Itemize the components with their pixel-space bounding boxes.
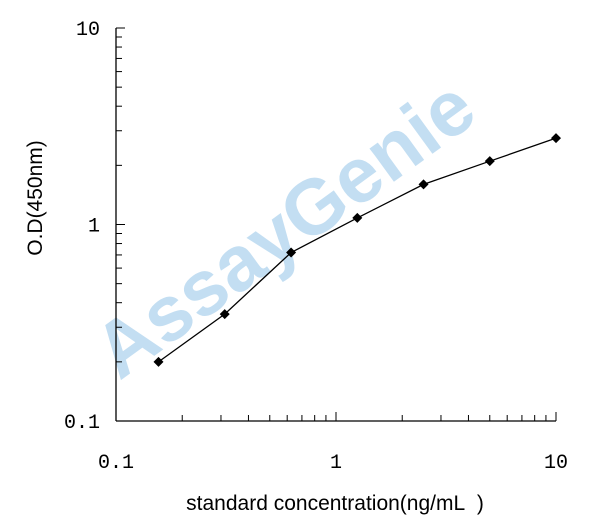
y-tick-label: 1 bbox=[88, 216, 100, 239]
data-point bbox=[418, 179, 429, 190]
data-point bbox=[219, 309, 230, 320]
watermark-text: AssayGenie bbox=[78, 61, 491, 395]
data-point bbox=[551, 133, 561, 144]
x-tick-label: 10 bbox=[544, 452, 568, 475]
data-point bbox=[484, 156, 495, 167]
x-axis-title: standard concentration(ng/mL ) bbox=[186, 492, 484, 515]
y-tick-label: 0.1 bbox=[64, 412, 100, 435]
y-axis-title: O.D(450nm) bbox=[24, 140, 47, 256]
x-tick-label: 1 bbox=[330, 452, 342, 475]
y-tick-label: 10 bbox=[76, 19, 100, 42]
data-point bbox=[352, 212, 363, 223]
data-point bbox=[286, 247, 297, 258]
x-tick-label: 0.1 bbox=[98, 452, 134, 475]
data-point bbox=[153, 356, 164, 367]
